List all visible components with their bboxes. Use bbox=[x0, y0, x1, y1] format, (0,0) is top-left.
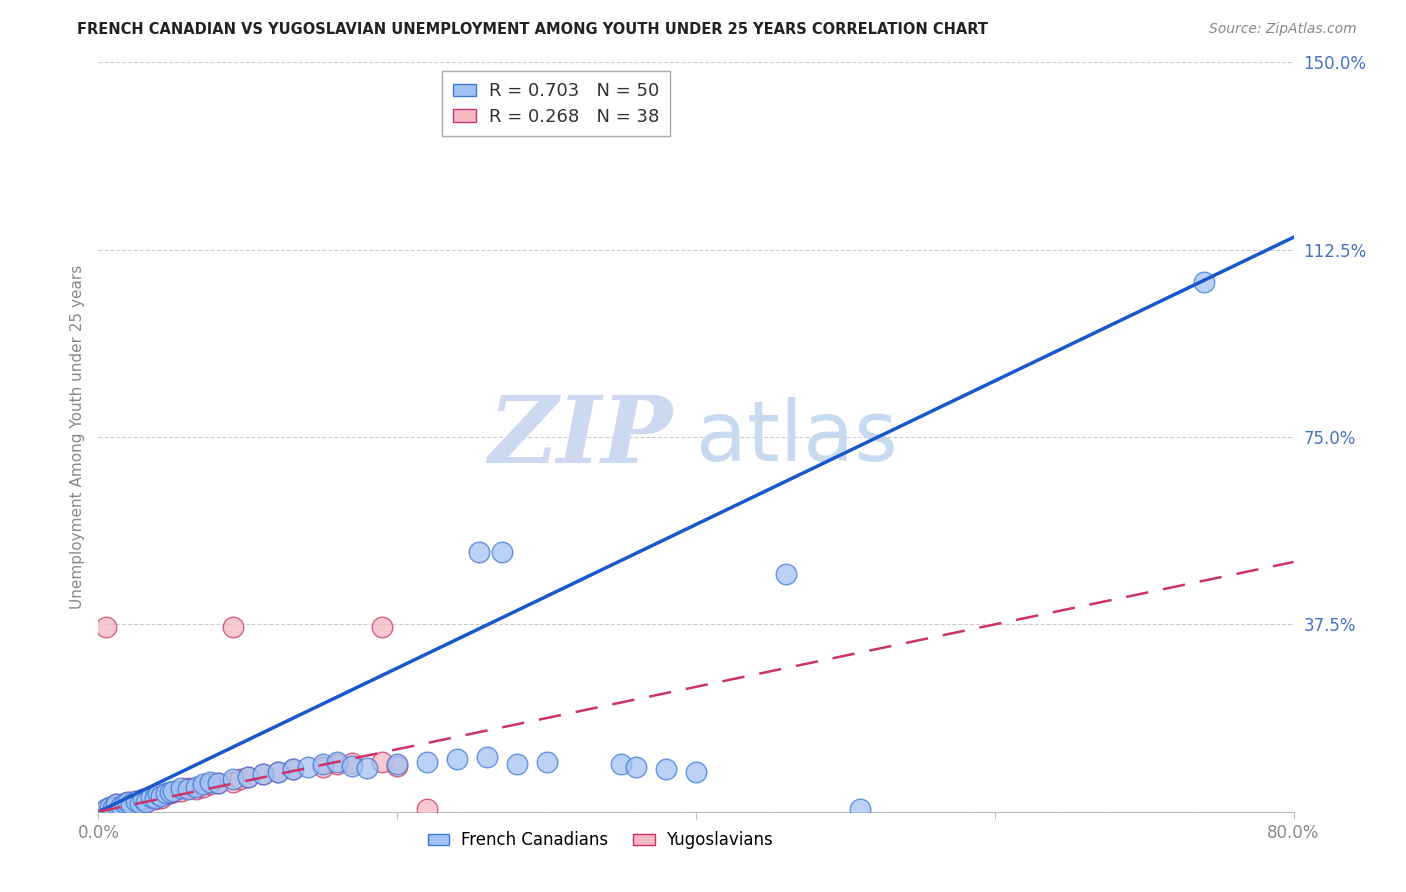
Point bbox=[120, 797, 142, 812]
Point bbox=[371, 620, 394, 634]
Point bbox=[655, 762, 678, 776]
Point bbox=[281, 762, 304, 776]
Text: Source: ZipAtlas.com: Source: ZipAtlas.com bbox=[1209, 22, 1357, 37]
Point bbox=[207, 776, 229, 790]
Point bbox=[685, 764, 707, 779]
Point bbox=[135, 795, 157, 809]
Point bbox=[191, 780, 214, 794]
Point bbox=[98, 799, 122, 814]
Point bbox=[207, 776, 229, 790]
Point bbox=[103, 801, 125, 815]
Point bbox=[94, 802, 117, 816]
Point bbox=[446, 752, 468, 766]
Point bbox=[849, 802, 872, 816]
Point bbox=[169, 780, 191, 795]
Point bbox=[506, 757, 529, 772]
Legend: French Canadians, Yugoslavians: French Canadians, Yugoslavians bbox=[420, 824, 780, 855]
Point bbox=[150, 790, 173, 805]
Point bbox=[105, 797, 128, 812]
Point bbox=[356, 761, 378, 775]
Point bbox=[385, 757, 409, 772]
Point bbox=[155, 786, 177, 800]
Point bbox=[775, 567, 797, 582]
Point bbox=[110, 798, 132, 813]
Point bbox=[200, 774, 222, 789]
Point bbox=[371, 755, 394, 769]
Point bbox=[385, 758, 409, 772]
Point bbox=[222, 774, 245, 789]
Point bbox=[148, 789, 170, 803]
Point bbox=[281, 762, 304, 776]
Point bbox=[98, 799, 122, 814]
Point bbox=[184, 782, 207, 797]
Point bbox=[342, 758, 364, 772]
Point bbox=[184, 780, 207, 794]
Point bbox=[468, 545, 491, 559]
Point bbox=[252, 767, 274, 781]
Point bbox=[117, 795, 139, 809]
Point bbox=[159, 786, 181, 800]
Point bbox=[129, 796, 152, 810]
Point bbox=[162, 785, 184, 799]
Point bbox=[311, 757, 333, 772]
Point bbox=[416, 802, 439, 816]
Point bbox=[114, 796, 136, 810]
Point bbox=[169, 783, 191, 797]
Point bbox=[125, 794, 148, 808]
Point bbox=[252, 767, 274, 781]
Point bbox=[105, 797, 128, 812]
Point bbox=[177, 780, 200, 795]
Point bbox=[120, 797, 142, 812]
Text: ZIP: ZIP bbox=[488, 392, 672, 482]
Point bbox=[326, 755, 349, 769]
Point bbox=[491, 545, 513, 559]
Point bbox=[129, 796, 152, 810]
Point bbox=[159, 785, 181, 799]
Point bbox=[475, 749, 498, 764]
Point bbox=[125, 794, 148, 808]
Point bbox=[148, 787, 170, 801]
Point bbox=[155, 787, 177, 801]
Point bbox=[132, 792, 155, 806]
Point bbox=[94, 802, 117, 816]
Point bbox=[267, 764, 290, 779]
Point bbox=[177, 782, 200, 797]
Point bbox=[297, 760, 319, 774]
Text: FRENCH CANADIAN VS YUGOSLAVIAN UNEMPLOYMENT AMONG YOUTH UNDER 25 YEARS CORRELATI: FRENCH CANADIAN VS YUGOSLAVIAN UNEMPLOYM… bbox=[77, 22, 988, 37]
Point bbox=[222, 772, 245, 787]
Point bbox=[143, 792, 166, 806]
Point bbox=[200, 777, 222, 791]
Point bbox=[114, 796, 136, 810]
Point bbox=[416, 755, 439, 769]
Point bbox=[222, 620, 245, 634]
Point bbox=[162, 783, 184, 797]
Point bbox=[132, 792, 155, 806]
Point bbox=[135, 795, 157, 809]
Point bbox=[103, 801, 125, 815]
Point bbox=[626, 760, 648, 774]
Point bbox=[150, 789, 173, 803]
Point bbox=[143, 790, 166, 805]
Point bbox=[1192, 275, 1215, 289]
Point bbox=[236, 770, 259, 784]
Point bbox=[110, 798, 132, 813]
Point bbox=[311, 760, 333, 774]
Text: atlas: atlas bbox=[696, 397, 897, 477]
Point bbox=[229, 772, 252, 787]
Point bbox=[326, 757, 349, 772]
Point bbox=[117, 795, 139, 809]
Point bbox=[94, 620, 117, 634]
Point bbox=[342, 756, 364, 770]
Point bbox=[236, 770, 259, 784]
Point bbox=[267, 764, 290, 779]
Point bbox=[191, 777, 214, 791]
Point bbox=[536, 755, 558, 769]
Point bbox=[139, 789, 162, 804]
Point bbox=[610, 757, 633, 772]
Point bbox=[139, 789, 162, 804]
Y-axis label: Unemployment Among Youth under 25 years: Unemployment Among Youth under 25 years bbox=[69, 265, 84, 609]
